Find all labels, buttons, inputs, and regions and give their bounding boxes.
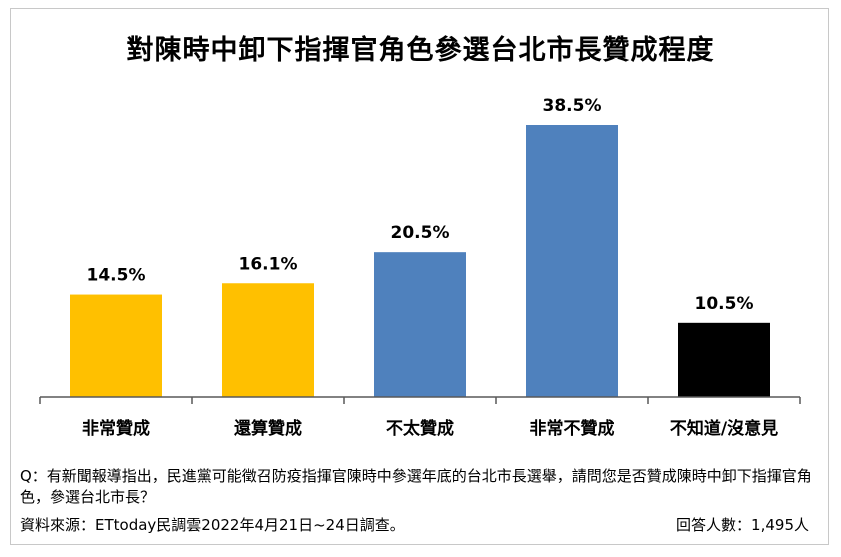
category-label: 還算贊成	[234, 418, 302, 439]
bar-value-label: 10.5%	[695, 294, 754, 314]
x-axis-ticks	[39, 397, 801, 404]
bar	[222, 283, 314, 397]
bar	[678, 322, 770, 397]
respondent-count: 回答人數：1,495人	[676, 516, 809, 534]
chart-frame	[10, 8, 829, 545]
category-labels: 非常贊成 還算贊成 不太贊成 非常不贊成 不知道/沒意見	[82, 418, 778, 439]
survey-question: Q：有新聞報導指出，民進黨可能徵召防疫指揮官陳時中參選年底的台北市長選舉，請問您…	[20, 467, 812, 506]
bar	[374, 252, 466, 397]
bar-value-label: 14.5%	[87, 266, 146, 286]
chart-title: 對陳時中卸下指揮官角色參選台北市長贊成程度	[126, 35, 715, 66]
bar	[526, 125, 618, 397]
data-source: 資料來源：ETtoday民調雲2022年4月21日~24日調查。	[20, 516, 405, 534]
bar-value-label: 16.1%	[239, 254, 298, 274]
category-label: 非常不贊成	[530, 418, 615, 439]
bars-layer: 14.5% 16.1% 20.5% 38.5% 10.5%	[70, 96, 770, 397]
bar	[70, 294, 162, 397]
bar-value-label: 20.5%	[391, 223, 450, 243]
category-label: 非常贊成	[82, 418, 150, 439]
category-label: 不知道/沒意見	[670, 418, 778, 439]
bar-value-label: 38.5%	[543, 96, 602, 116]
category-label: 不太贊成	[386, 418, 454, 439]
